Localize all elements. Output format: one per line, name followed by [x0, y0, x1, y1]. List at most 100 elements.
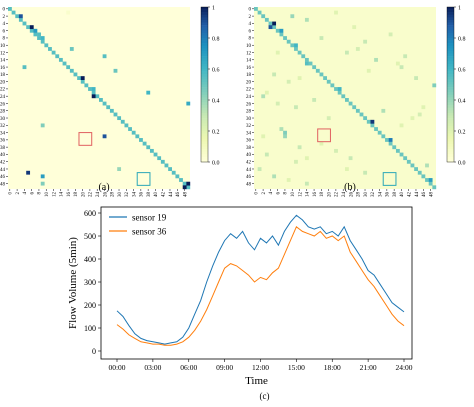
- x-tick-label: 34: [378, 192, 383, 198]
- colorbar-segment: [201, 63, 208, 67]
- diagonal-cell: [345, 98, 349, 102]
- heatmap-cell: [261, 134, 266, 139]
- colorbar-segment: [201, 14, 208, 18]
- heatmap-cell: [294, 159, 298, 164]
- heatmap-cell: [297, 145, 302, 150]
- line-panel-c: 00:00 03:00 06:00 09:00 12:00 15:00 18:00 21:00…: [67, 206, 413, 401]
- heatmap-cell: [388, 138, 393, 142]
- colorbar-segment: [201, 138, 208, 142]
- heatmap-cell: [370, 119, 375, 124]
- x-tick-label: 32: [125, 192, 130, 198]
- heatmap-b-ticks: 0022446688101012121414161618182020222224…: [246, 8, 434, 197]
- y-tick-label: 500: [84, 232, 96, 241]
- heatmap-cell: [264, 152, 269, 157]
- colorbar-segment: [201, 105, 208, 109]
- colorbar-segment: [447, 141, 454, 145]
- x-tick-label: 22: [89, 192, 94, 198]
- colorbar-segment: [201, 66, 208, 70]
- heatmap-cell: [182, 185, 187, 190]
- x-tick-label: 32: [371, 192, 376, 198]
- colorbar-segment: [447, 12, 454, 16]
- y-tick-label: 2: [249, 15, 252, 20]
- heatmap-a-colorbar: 1 0.8 0.6 0.4 0.2 0.0: [200, 6, 220, 167]
- colorbar-segment: [201, 53, 208, 57]
- diagonal-cell: [388, 141, 393, 146]
- diagonal-cell: [355, 108, 360, 113]
- colorbar-frame: [446, 6, 455, 163]
- colorbar-segment: [201, 76, 208, 80]
- diagonal-cell: [48, 47, 52, 51]
- diagonal-cell: [149, 148, 154, 153]
- highlight-box: [382, 172, 397, 186]
- y-tick-label: 12: [0, 51, 6, 56]
- y-tick-label: 12: [246, 51, 252, 56]
- panel-a-label: (a): [98, 182, 109, 193]
- x-tick-label: 48: [429, 192, 434, 198]
- diagonal-cell: [77, 76, 81, 80]
- heatmap-cell: [410, 116, 415, 121]
- heatmap-cell: [40, 181, 45, 186]
- x-tick-label: 22: [335, 192, 340, 198]
- colorbar-segment: [447, 151, 454, 155]
- x-tick-label: 16: [313, 192, 318, 198]
- heatmap-cell: [399, 65, 404, 70]
- x-tick-label: 0: [9, 192, 14, 195]
- colorbar-segment: [201, 100, 208, 103]
- y-tick-label: 34: [0, 131, 6, 136]
- heatmap-cell: [40, 174, 45, 179]
- heatmap-cell: [113, 68, 118, 73]
- colorbar-tick-label: 0.0: [458, 161, 466, 167]
- x-tick-label: 18: [320, 192, 325, 198]
- colorbar-segment: [201, 136, 208, 140]
- colorbar-segment: [201, 19, 208, 23]
- colorbar-segment: [201, 12, 208, 16]
- colorbar-segment: [447, 66, 454, 70]
- colorbar-segment: [447, 79, 454, 83]
- colorbar-segment: [447, 19, 454, 23]
- diagonal-cell: [421, 174, 426, 179]
- x-tick-label: 4: [269, 192, 274, 195]
- colorbar-segment: [201, 22, 208, 26]
- y-tick-label: 40: [0, 153, 6, 158]
- y-tick-label: 6: [3, 29, 6, 34]
- colorbar-segment: [447, 97, 454, 101]
- colorbar-segment: [201, 110, 208, 114]
- diagonal-cell: [29, 28, 34, 33]
- colorbar-segment: [447, 89, 454, 93]
- colorbar-segment: [447, 69, 454, 72]
- heatmap-b-colorbar: 1 0.8 0.6 0.4 0.2 0.0: [446, 6, 466, 167]
- colorbar-segment: [201, 30, 208, 34]
- colorbar-segment: [447, 100, 454, 103]
- colorbar-segment: [201, 40, 208, 44]
- x-tick-label: 44: [415, 192, 420, 198]
- diagonal-cell: [337, 90, 342, 95]
- heatmap-cell: [268, 25, 273, 30]
- diagonal-cell: [186, 185, 191, 190]
- diagonal-cell: [279, 32, 284, 37]
- y-tick-label: 10: [0, 44, 6, 49]
- colorbar-segment: [447, 76, 454, 80]
- diagonal-cell: [182, 181, 187, 186]
- y-tick-label: 16: [246, 66, 252, 71]
- colorbar-segment: [201, 107, 208, 111]
- y-tick-label: 28: [0, 110, 6, 115]
- diagonal-cell: [366, 119, 371, 124]
- colorbar-segment: [447, 58, 454, 62]
- heatmap-cell: [319, 141, 324, 146]
- heatmap-cell: [117, 167, 122, 171]
- heatmap-cell: [40, 123, 45, 128]
- heatmap-cell: [186, 101, 191, 106]
- diagonal-cell: [410, 163, 415, 168]
- colorbar-tick-label: 1: [212, 6, 215, 12]
- diagonal-cell: [268, 21, 273, 26]
- x-tick-label: 30: [364, 192, 369, 198]
- heatmap-cell: [388, 32, 393, 37]
- diagonal-cell: [11, 10, 16, 15]
- y-tick-label: 400: [84, 255, 96, 264]
- colorbar-segment: [447, 40, 454, 44]
- heatmap-cell: [275, 50, 280, 55]
- heatmap-cell: [257, 167, 262, 171]
- x-tick-label: 21:00: [360, 363, 377, 372]
- diagonal-cell: [395, 148, 400, 153]
- x-tick-label: 16: [67, 192, 72, 198]
